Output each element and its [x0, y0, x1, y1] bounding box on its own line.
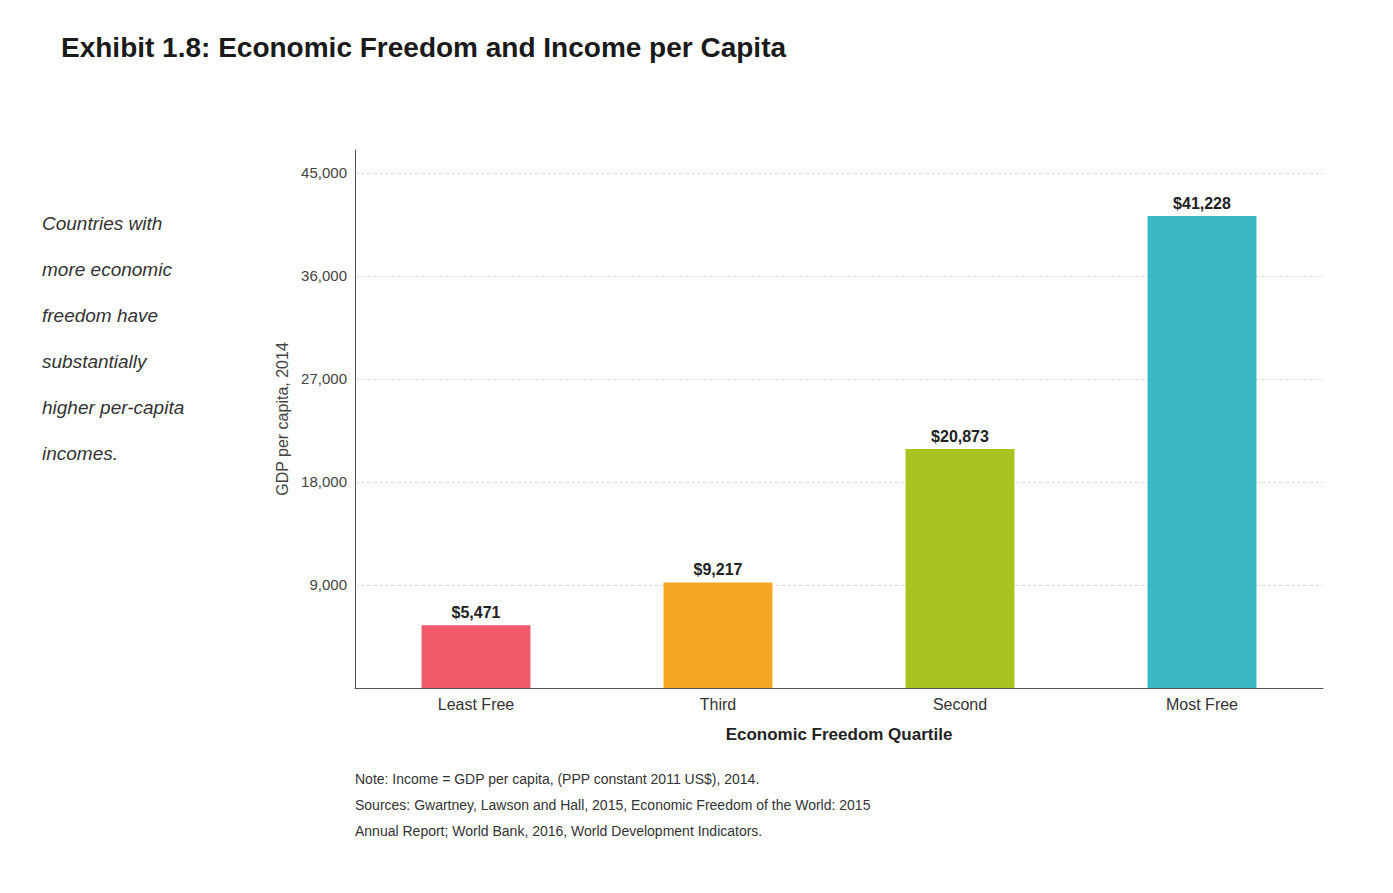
svg-text:$20,873: $20,873 [931, 428, 989, 445]
svg-text:incomes.: incomes. [42, 443, 118, 464]
svg-text:Exhibit 1.8: Economic Freedom: Exhibit 1.8: Economic Freedom and Income… [61, 32, 786, 63]
svg-text:9,000: 9,000 [309, 576, 347, 593]
svg-text:Annual Report; World Bank, 201: Annual Report; World Bank, 2016, World D… [355, 823, 762, 839]
svg-text:$5,471: $5,471 [452, 604, 501, 621]
svg-text:Countries with: Countries with [42, 213, 162, 234]
svg-text:Second: Second [933, 696, 987, 713]
svg-text:substantially: substantially [42, 351, 148, 372]
svg-text:$41,228: $41,228 [1173, 195, 1231, 212]
svg-text:higher per-capita: higher per-capita [42, 397, 184, 418]
svg-text:27,000: 27,000 [301, 370, 347, 387]
svg-text:GDP per capita, 2014: GDP per capita, 2014 [274, 342, 291, 496]
svg-text:freedom have: freedom have [42, 305, 158, 326]
svg-text:Least Free: Least Free [438, 696, 515, 713]
svg-text:more economic: more economic [42, 259, 172, 280]
svg-text:Note: Income = GDP per capita,: Note: Income = GDP per capita, (PPP cons… [355, 771, 759, 787]
svg-text:45,000: 45,000 [301, 164, 347, 181]
svg-text:36,000: 36,000 [301, 267, 347, 284]
svg-text:Sources: Gwartney, Lawson and: Sources: Gwartney, Lawson and Hall, 2015… [355, 797, 871, 813]
svg-text:Third: Third [700, 696, 736, 713]
svg-text:$9,217: $9,217 [694, 561, 743, 578]
svg-text:Most Free: Most Free [1166, 696, 1238, 713]
svg-text:Economic Freedom Quartile: Economic Freedom Quartile [726, 725, 953, 744]
svg-text:18,000: 18,000 [301, 473, 347, 490]
